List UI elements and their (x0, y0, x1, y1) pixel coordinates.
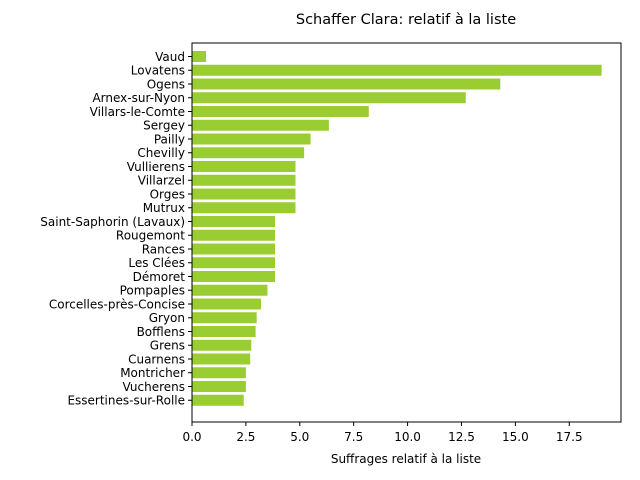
bar (192, 92, 466, 104)
bar (192, 312, 257, 324)
bar (192, 284, 268, 296)
x-tick-label: 15.0 (502, 430, 529, 444)
bar (192, 147, 305, 159)
y-tick-label: Bofflens (137, 325, 185, 339)
bars-group (192, 51, 602, 406)
y-tick-label: Gryon (149, 311, 185, 325)
bar (192, 174, 296, 186)
y-tick-label: Grens (150, 339, 185, 353)
plot-frame (191, 42, 622, 423)
y-ticks-group: VaudLovatensOgensArnex-sur-NyonVillars-l… (40, 50, 192, 408)
bar (192, 216, 275, 227)
y-tick-label: Rances (142, 242, 185, 256)
bar (192, 326, 256, 337)
bar (192, 202, 296, 214)
y-tick-label: Les Clées (128, 256, 185, 270)
y-tick-label: Corcelles-près-Concise (49, 297, 185, 311)
y-tick-label: Pompaples (120, 284, 185, 298)
y-tick-label: Vaud (155, 50, 185, 64)
y-tick-label: Essertines-sur-Rolle (67, 394, 185, 408)
bar (192, 51, 207, 62)
x-axis-label: Suffrages relatif à la liste (331, 452, 481, 466)
y-tick-label: Vullierens (127, 160, 185, 174)
y-tick-label: Chevilly (137, 146, 185, 160)
bar (192, 271, 275, 282)
bar (192, 78, 501, 90)
bar (192, 353, 251, 365)
y-tick-label: Vucherens (123, 380, 186, 394)
x-tick-label: 17.5 (556, 430, 583, 444)
bar (192, 188, 296, 200)
x-tick-label: 10.0 (394, 430, 421, 444)
y-tick-label: Villarzel (138, 174, 185, 188)
y-tick-label: Cuarnens (128, 352, 185, 366)
y-tick-label: Pailly (154, 132, 185, 146)
bar (192, 243, 275, 255)
y-tick-label: Orges (150, 187, 185, 201)
y-tick-label: Arnex-sur-Nyon (92, 91, 185, 105)
bar (192, 133, 311, 145)
x-ticks-group: 0.0 2.5 5.0 7.5 10.0 12.5 15.0 17.5 (182, 422, 583, 444)
x-tick-label: 12.5 (448, 430, 475, 444)
y-tick-label: Villars-le-Comte (90, 105, 185, 119)
bar (192, 106, 369, 117)
bar (192, 161, 296, 172)
bar (192, 298, 261, 310)
bar (192, 339, 252, 351)
y-tick-label: Sergey (143, 119, 185, 133)
chart-title: Schaffer Clara: relatif à la liste (296, 12, 516, 28)
y-tick-label: Montricher (120, 366, 185, 380)
y-tick-label: Ogens (147, 77, 185, 91)
bar (192, 394, 244, 406)
y-tick-label: Saint-Saphorin (Lavaux) (40, 215, 185, 229)
bar (192, 229, 275, 241)
y-tick-label: Lovatens (131, 64, 185, 78)
y-tick-label: Rougemont (116, 229, 185, 243)
bar (192, 257, 275, 269)
bar (192, 367, 246, 379)
bar (192, 381, 246, 392)
y-tick-label: Démoret (133, 270, 186, 284)
bar (192, 119, 329, 131)
y-tick-label: Mutrux (143, 201, 185, 215)
bar (192, 64, 602, 76)
x-tick-label: 0.0 (182, 430, 201, 444)
x-tick-label: 2.5 (236, 430, 255, 444)
x-tick-label: 5.0 (290, 430, 309, 444)
x-tick-label: 7.5 (344, 430, 363, 444)
